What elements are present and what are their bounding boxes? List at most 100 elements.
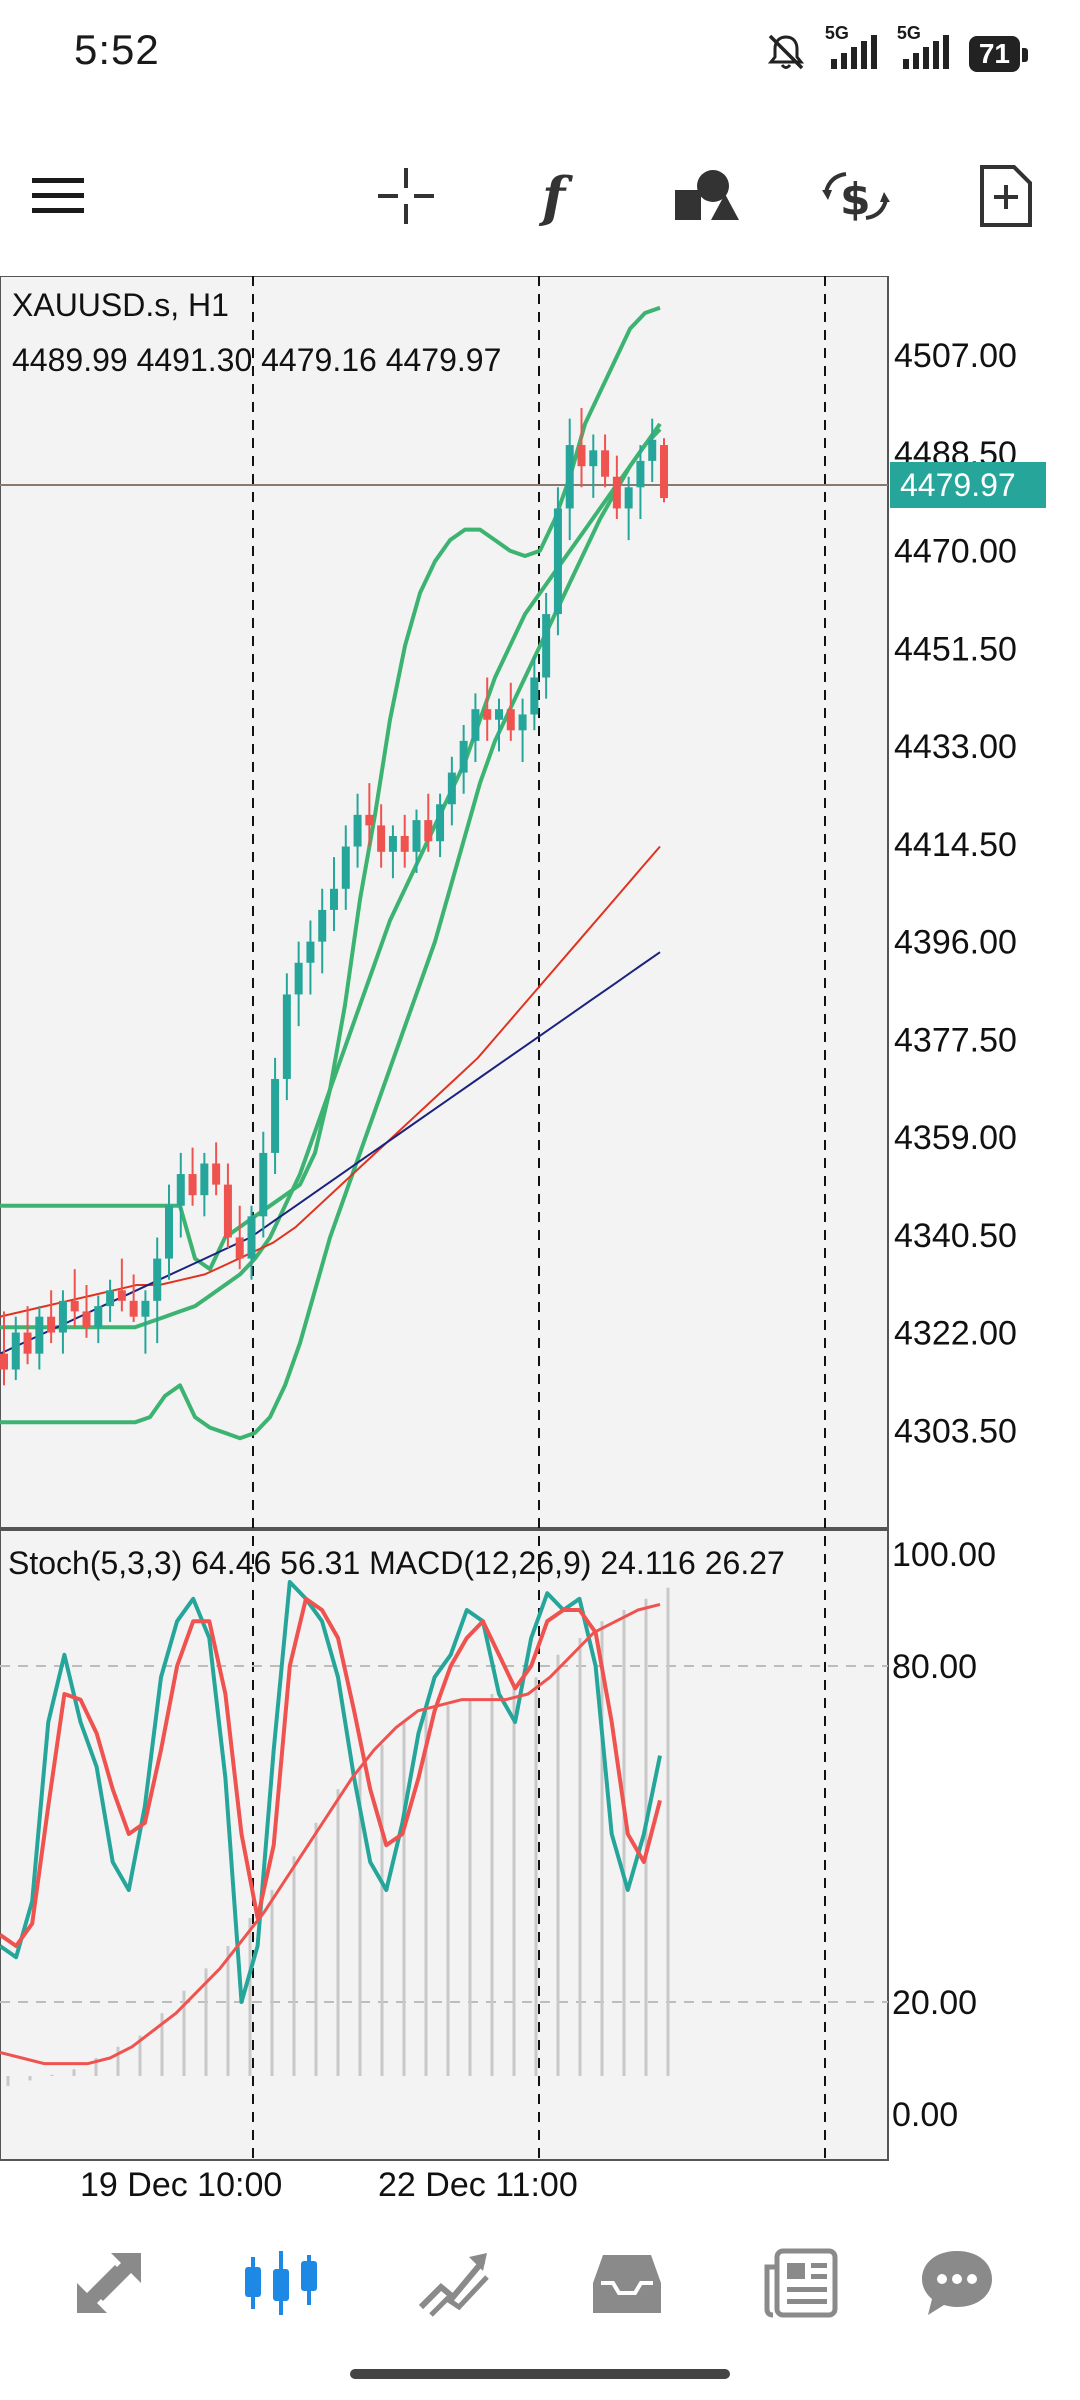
price-tick: 4303.50 [894, 1412, 1017, 1450]
quotes-icon [71, 2247, 147, 2324]
price-tick: 4359.00 [894, 1119, 1017, 1157]
svg-text:$: $ [840, 174, 871, 225]
candle-body [400, 835, 409, 852]
crosshair-icon [374, 164, 438, 233]
bottom-navigation [0, 2230, 1080, 2340]
osc-tick: 0.00 [892, 2096, 958, 2134]
candle-body [330, 888, 338, 910]
new-order-icon [978, 163, 1034, 234]
candle-body [589, 450, 598, 467]
price-tick: 4340.50 [894, 1217, 1017, 1255]
candle-body [247, 1216, 256, 1259]
status-icons: 5G 5G 71 [765, 23, 1029, 80]
candle-body [636, 460, 645, 488]
signal-icon [825, 31, 879, 78]
home-indicator[interactable] [350, 2369, 730, 2379]
nav-quotes[interactable] [54, 2230, 164, 2340]
candle-body [518, 714, 527, 731]
candle-body [624, 487, 633, 509]
candle-body [436, 804, 445, 842]
nav-messages[interactable] [902, 2230, 1012, 2340]
oscillator-panel [0, 1529, 889, 2161]
messages-icon [918, 2247, 996, 2324]
chart-area[interactable]: XAUUSD.s, H1 4489.99 4491.30 4479.16 447… [0, 276, 1080, 2216]
candle-body [306, 941, 315, 963]
candle-body [188, 1174, 197, 1196]
network-type-1: 5G [824, 22, 849, 43]
stoch-k-line [0, 1580, 662, 2004]
new-order-button[interactable] [958, 150, 1054, 246]
symbol-label: XAUUSD.s, H1 [12, 287, 229, 323]
price-tick: 4414.50 [894, 826, 1017, 864]
candle-body [223, 1184, 232, 1238]
price-tick: 4451.50 [894, 630, 1017, 668]
objects-icon [671, 164, 741, 233]
candle-body [58, 1300, 67, 1333]
candle-body [388, 835, 397, 852]
candle-body [200, 1163, 209, 1196]
news-icon [763, 2247, 839, 2324]
price-tick: 4470.00 [894, 533, 1017, 571]
price-tick: 4322.00 [894, 1315, 1017, 1353]
candle-body [176, 1174, 185, 1206]
candle-body [94, 1306, 103, 1328]
candle-body [471, 709, 480, 741]
date-label: 19 Dec 10:00 [80, 2166, 282, 2204]
candlesticks [0, 408, 668, 1386]
candle-body [565, 445, 574, 509]
candle-body [365, 814, 374, 826]
current-price-value: 4479.97 [900, 467, 1016, 503]
osc-tick: 100.00 [892, 1536, 996, 1574]
candle-body [259, 1152, 268, 1217]
candle-body [0, 1353, 8, 1370]
trade-button[interactable]: $ [808, 150, 904, 246]
menu-button[interactable] [10, 150, 106, 246]
status-time: 5:52 [74, 26, 160, 73]
price-tick: 4377.50 [894, 1021, 1017, 1059]
macd-signal-line [0, 1602, 661, 2066]
oscillator-label: Stoch(5,3,3) 64.46 56.31 MACD(12,26,9) 2… [8, 1545, 785, 1581]
candle-body [530, 677, 539, 715]
candle-body [70, 1300, 79, 1312]
candle-body [129, 1300, 138, 1317]
main-panel [0, 276, 889, 1529]
candle-body [47, 1316, 56, 1333]
candle-body [23, 1332, 32, 1354]
candle-body [82, 1311, 91, 1328]
candle-body [11, 1332, 20, 1370]
battery-icon: 71 [968, 36, 1029, 72]
nav-trade[interactable] [400, 2230, 510, 2340]
nav-history[interactable] [572, 2230, 682, 2340]
candle-body [35, 1316, 44, 1354]
signal-2: 5G [897, 23, 951, 78]
price-chart[interactable]: XAUUSD.s, H1 4489.99 4491.30 4479.16 447… [0, 276, 1080, 2216]
candle-body [341, 846, 350, 889]
oscillator-reference-lines [0, 1665, 888, 2003]
candle-body [506, 709, 515, 731]
candle-body [542, 614, 551, 678]
candle-body [459, 740, 468, 773]
indicators-icon: f [524, 164, 588, 233]
indicators-button[interactable]: f [508, 150, 604, 246]
candle-body [553, 508, 562, 615]
candle-body [294, 962, 303, 995]
candle-body [577, 445, 586, 467]
network-type-2: 5G [896, 22, 921, 43]
candle-body [353, 814, 362, 847]
candle-body [271, 1078, 280, 1153]
candle-body [141, 1300, 150, 1317]
nav-chart[interactable] [226, 2230, 336, 2340]
objects-button[interactable] [658, 150, 754, 246]
current-price-tag [890, 462, 1046, 508]
candle-body [412, 820, 421, 852]
candle-body [117, 1290, 126, 1301]
crosshair-button[interactable] [358, 150, 454, 246]
osc-tick: 80.00 [892, 1648, 977, 1686]
status-bar: 5:52 5G 5G [0, 0, 1080, 110]
osc-tick: 20.00 [892, 1984, 977, 2022]
candle-body [424, 820, 433, 842]
mute-bell-icon [765, 31, 807, 78]
trade-icon [417, 2247, 493, 2324]
nav-news[interactable] [746, 2230, 856, 2340]
candle-body [318, 909, 327, 942]
